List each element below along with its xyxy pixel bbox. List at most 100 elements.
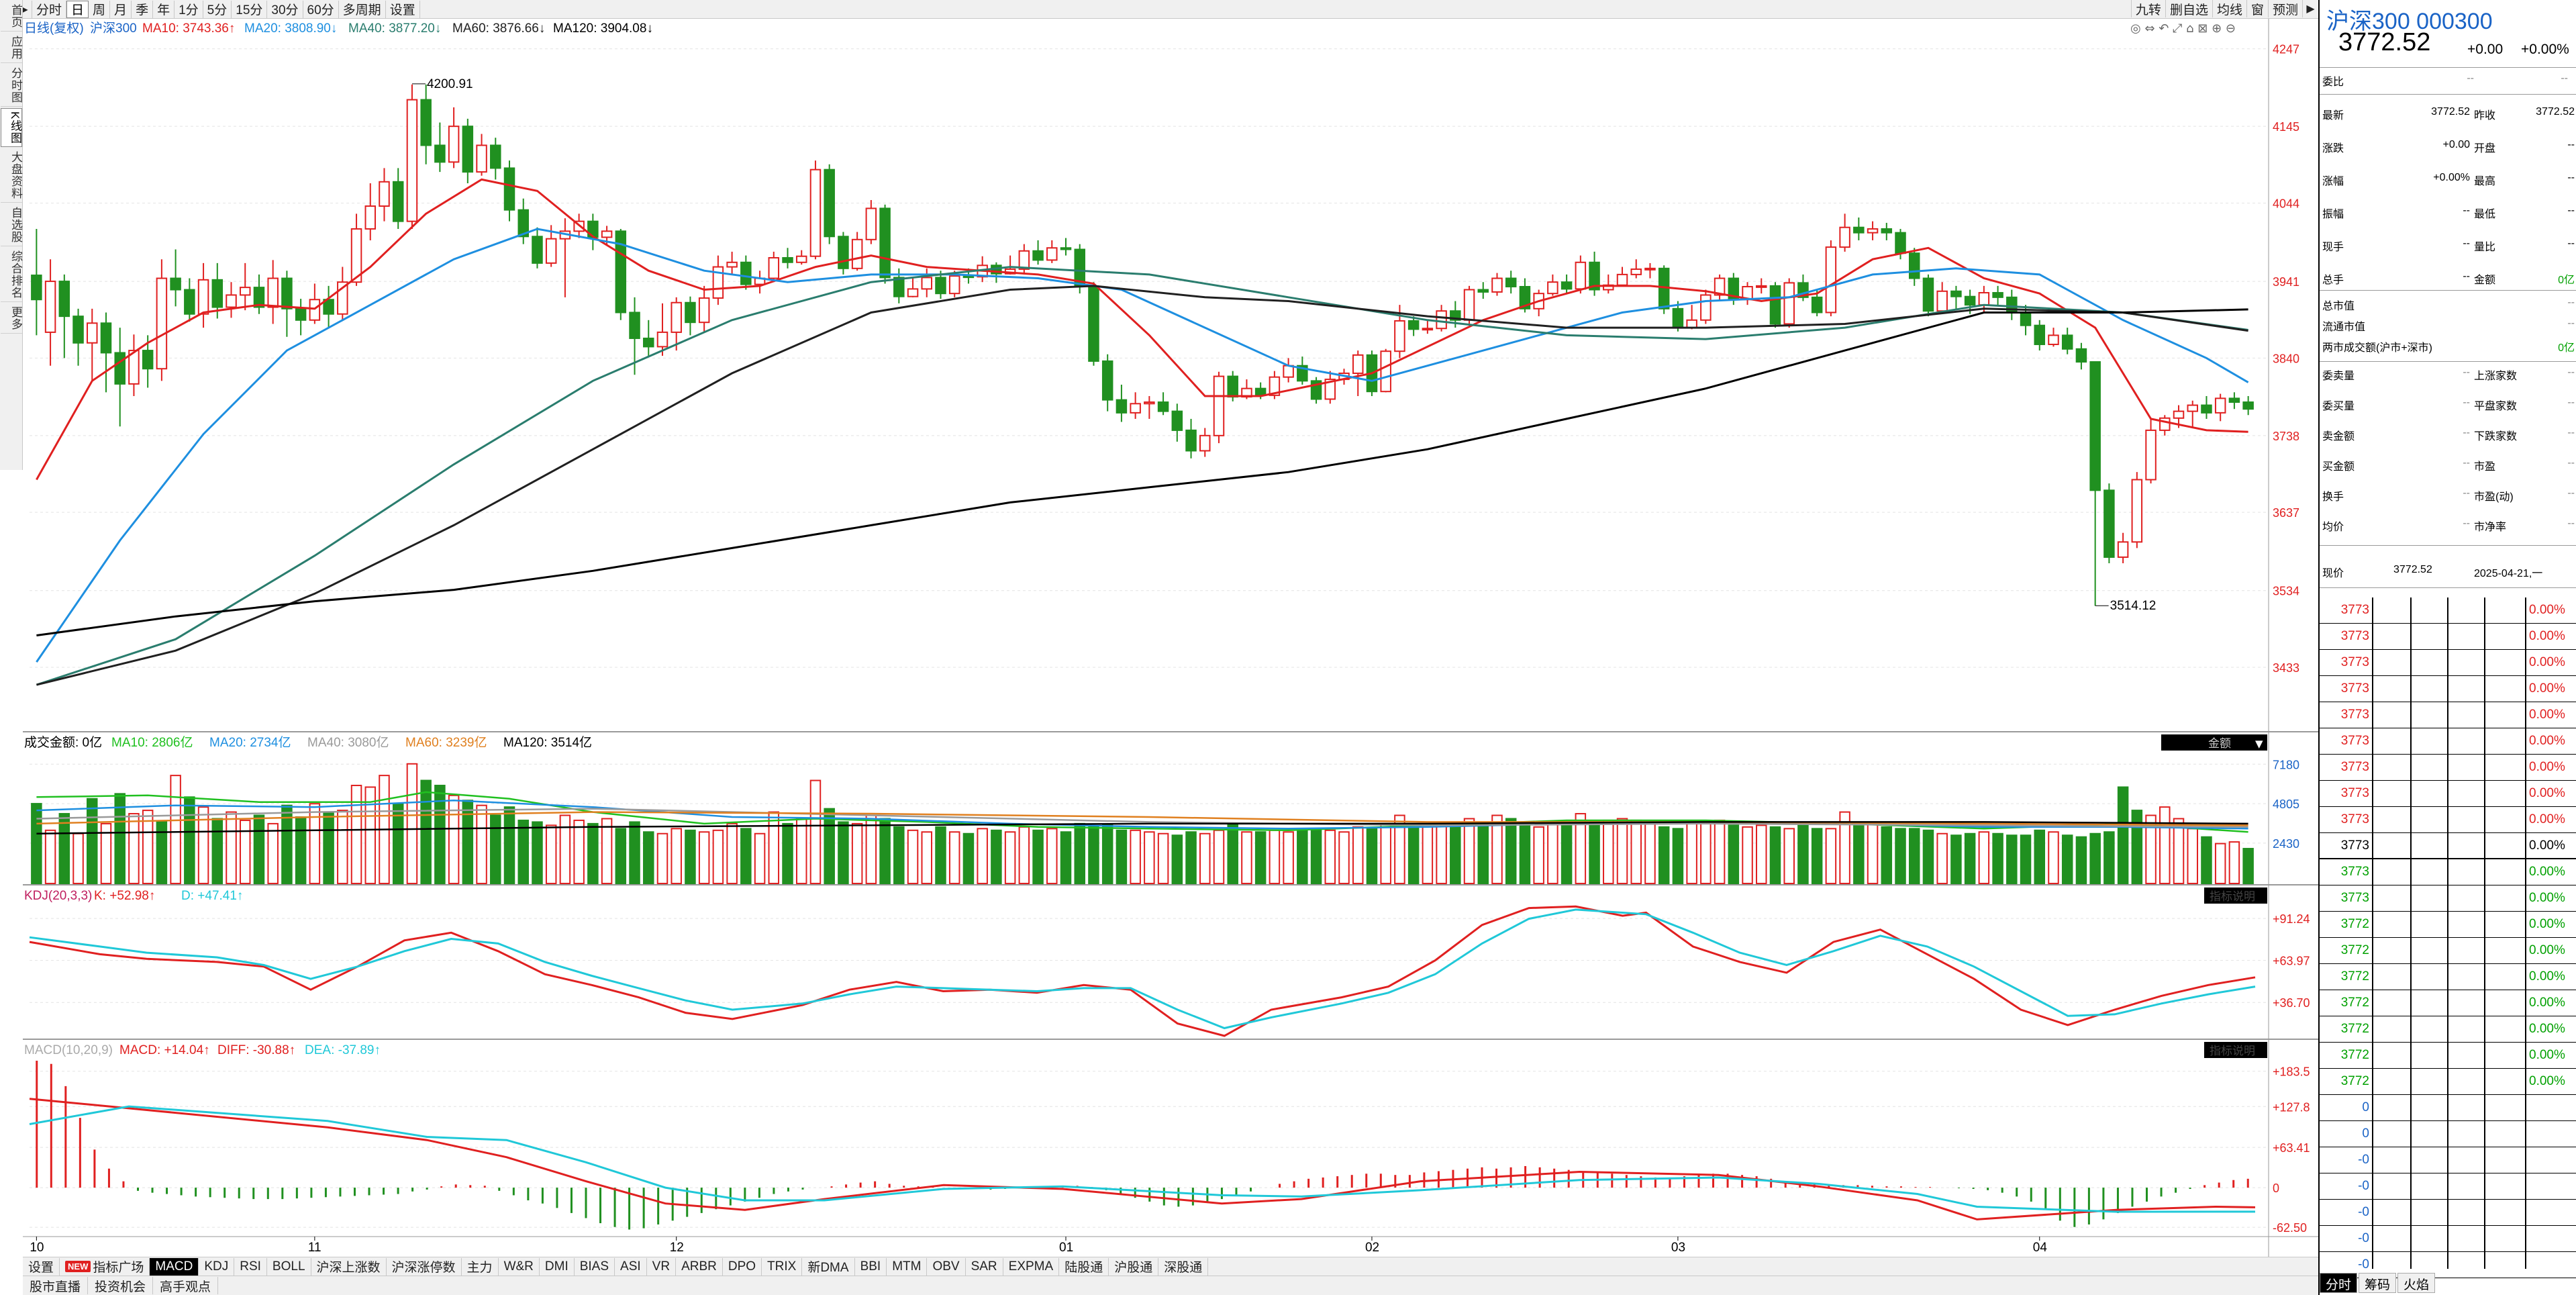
breadth-value: -- [2567, 487, 2575, 499]
indicator-tab-12[interactable]: ASI [615, 1257, 647, 1276]
period-week[interactable]: 周 [89, 0, 111, 18]
period-1min[interactable]: 1分 [175, 0, 203, 18]
candle-body [740, 261, 752, 285]
indicator-tab-22[interactable]: EXPMA [1003, 1257, 1060, 1276]
sidebar-item-home[interactable]: 首页 [1, 1, 22, 32]
volume-bar [350, 784, 362, 884]
candle-body [1491, 277, 1503, 293]
quote-label: 最高 [2474, 176, 2496, 187]
indicator-tab-3[interactable]: KDJ [199, 1257, 235, 1276]
kdj-badge[interactable]: 指标说明 [2210, 890, 2255, 903]
ma-lines-button[interactable]: 均线 [2212, 0, 2246, 17]
indicator-tab-15[interactable]: DPO [723, 1257, 762, 1276]
period-quarter[interactable]: 季 [132, 0, 154, 18]
ladder-price: -0 [2358, 1179, 2369, 1193]
sidebar-item-apps[interactable]: 应用 [1, 33, 22, 63]
indicator-tab-1[interactable]: NEW 指标广场 [60, 1257, 150, 1276]
period-60min[interactable]: 60分 [303, 0, 339, 18]
candle-body [1908, 252, 1920, 279]
quote-tab-0[interactable]: 分时 [2320, 1273, 2358, 1293]
ladder-row: 3773 0.00% [2320, 676, 2576, 702]
order-label: 均价 [2322, 522, 2344, 533]
chart-toolbar-icons[interactable]: ◎ ⇔ ↶ ⤢ ⌂ ⊠ ⊕ ⊖ [2130, 21, 2236, 36]
sidebar-item-market-info[interactable]: 大盘资料 [1, 148, 22, 203]
macd-line-diff [29, 1098, 2256, 1220]
sidebar-item-kline[interactable]: K线图 [1, 108, 22, 148]
volume-bar [156, 821, 168, 885]
indicator-tab-8[interactable]: 主力 [462, 1257, 499, 1276]
order-label: 换手 [2322, 491, 2344, 503]
indicator-tab-16[interactable]: TRIX [762, 1257, 803, 1276]
ladder-pct: 0.00% [2529, 760, 2565, 774]
x-tick-label: 10 [30, 1241, 44, 1255]
tab-expert-views[interactable]: 高手观点 [153, 1277, 219, 1294]
sidebar-item-more[interactable]: 更多 [1, 303, 22, 334]
candle-body [671, 301, 682, 333]
remove-watchlist-button[interactable]: 删自选 [2165, 0, 2212, 17]
indicator-tab-19[interactable]: MTM [887, 1257, 928, 1276]
volume-bar [2145, 814, 2157, 885]
indicator-tab-13[interactable]: VR [647, 1257, 677, 1276]
period-day[interactable]: 日 [66, 0, 89, 18]
indicator-tab-4[interactable]: RSI [234, 1257, 267, 1276]
candle-body [392, 181, 404, 222]
ladder-price: 3773 [2340, 760, 2369, 774]
panel-toggle-icon[interactable]: ▶ [2302, 0, 2318, 17]
period-15min[interactable]: 15分 [232, 0, 268, 18]
quote-tab-2[interactable]: 火焰 [2397, 1273, 2436, 1293]
sidebar-item-watchlist[interactable]: 自选股 [1, 204, 22, 247]
volume-bar [2034, 829, 2046, 885]
indicator-tab-0[interactable]: 设置 [23, 1257, 60, 1276]
volume-bar [573, 819, 585, 884]
macd-badge[interactable]: 指标说明 [2210, 1045, 2255, 1057]
indicator-tab-10[interactable]: DMI [540, 1257, 575, 1276]
period-multi[interactable]: 多周期 [339, 0, 386, 18]
forecast-button[interactable]: 预测 [2267, 0, 2302, 17]
indicator-tab-11[interactable]: BIAS [575, 1257, 615, 1276]
period-5min[interactable]: 5分 [203, 0, 232, 18]
settings-button[interactable]: 设置 [386, 0, 420, 18]
volume-bar [795, 818, 807, 884]
sidebar-item-ranking[interactable]: 综合排名 [1, 248, 22, 303]
indicator-tab-17[interactable]: 新DMA [802, 1257, 855, 1276]
quote-tab-1[interactable]: 筹码 [2359, 1273, 2397, 1293]
volume-bar [1491, 814, 1503, 885]
indicator-tab-18[interactable]: BBI [855, 1257, 887, 1276]
indicator-tab-25[interactable]: 深股通 [1158, 1257, 1209, 1276]
indicator-tab-5[interactable]: BOLL [267, 1257, 311, 1276]
indicator-tab-2[interactable]: MACD [150, 1257, 199, 1276]
tab-opportunities[interactable]: 投资机会 [88, 1277, 154, 1294]
indicator-tab-23[interactable]: 陆股通 [1059, 1257, 1109, 1276]
ladder-row: -0 [2320, 1252, 2576, 1278]
quote-label: 金额 [2474, 275, 2496, 286]
nine-turn-button[interactable]: 九转 [2130, 0, 2165, 17]
indicator-tab-7[interactable]: 沪深涨停数 [387, 1257, 462, 1276]
indicator-tab-14[interactable]: ARBR [676, 1257, 723, 1276]
volume-bar [1797, 822, 1809, 885]
indicator-tab-21[interactable]: SAR [966, 1257, 1003, 1276]
period-year[interactable]: 年 [153, 0, 175, 18]
period-30min[interactable]: 30分 [267, 0, 303, 18]
volume-bar [239, 819, 251, 884]
volume-bar [893, 826, 905, 884]
indicator-tab-label: ARBR [681, 1259, 717, 1274]
indicator-tab-label: 陆股通 [1064, 1261, 1103, 1275]
chart-area[interactable]: 日线(复权) 沪深300 MA10: 3743.36↑ MA20: 3808.9… [23, 19, 2318, 1257]
tab-live[interactable]: 股市直播 [23, 1277, 89, 1294]
window-button[interactable]: 窗 [2246, 0, 2268, 17]
market-label: 两市成交额(沪市+深市) [2322, 342, 2433, 354]
vol-badge[interactable]: 金额 [2208, 737, 2231, 750]
volume-bar [1728, 824, 1740, 884]
period-intraday[interactable]: 分时 [32, 0, 67, 18]
indicator-tab-6[interactable]: 沪深上涨数 [311, 1257, 387, 1276]
volume-bar [31, 803, 42, 885]
candle-body [1227, 375, 1238, 398]
vol-badge-arrow-icon[interactable]: ▼ [2255, 738, 2263, 750]
period-month[interactable]: 月 [110, 0, 132, 18]
indicator-tab-20[interactable]: OBV [927, 1257, 966, 1276]
kline-chart[interactable]: 日线(复权) 沪深300 MA10: 3743.36↑ MA20: 3808.9… [23, 19, 2318, 1257]
ladder-pct: 0.00% [2529, 1022, 2565, 1036]
indicator-tab-9[interactable]: W&R [499, 1257, 540, 1276]
sidebar-item-intraday[interactable]: 分时图 [1, 64, 22, 107]
indicator-tab-24[interactable]: 沪股通 [1109, 1257, 1159, 1276]
